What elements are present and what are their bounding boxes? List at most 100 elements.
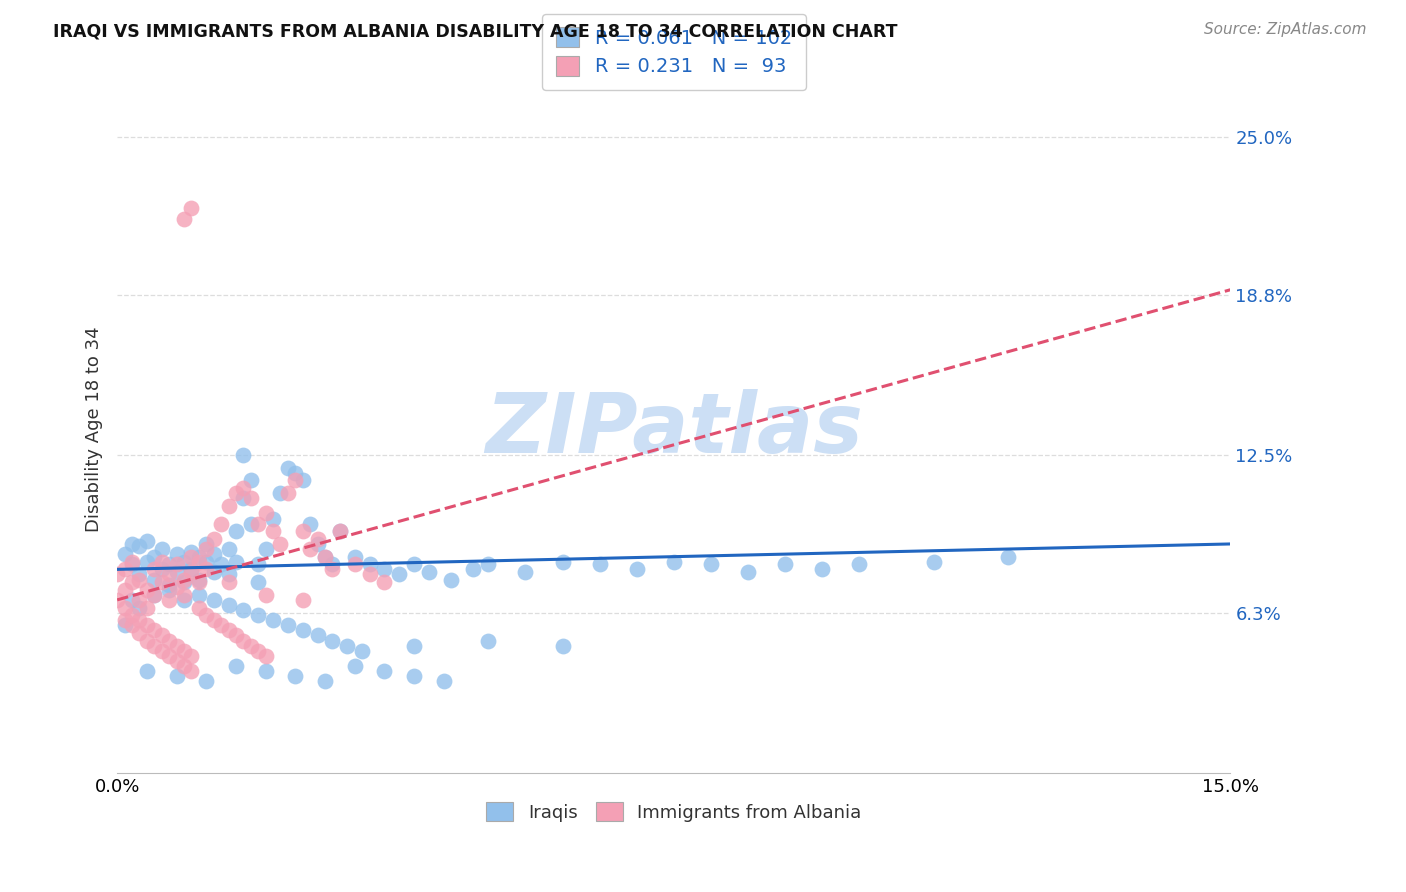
- Point: [128, 573, 150, 587]
- Point: [135, 633, 157, 648]
- Point: [239, 474, 262, 488]
- Y-axis label: Disability Age 18 to 34: Disability Age 18 to 34: [86, 326, 103, 533]
- Point: [232, 633, 254, 648]
- Point: [254, 664, 277, 678]
- Point: [173, 588, 195, 602]
- Point: [128, 626, 150, 640]
- Legend: Iraqis, Immigrants from Albania: Iraqis, Immigrants from Albania: [475, 791, 872, 832]
- Point: [737, 565, 759, 579]
- Point: [157, 593, 180, 607]
- Point: [321, 633, 343, 648]
- Point: [218, 575, 240, 590]
- Point: [269, 537, 291, 551]
- Point: [343, 659, 366, 673]
- Point: [359, 558, 381, 572]
- Point: [811, 562, 834, 576]
- Point: [262, 613, 284, 627]
- Point: [173, 555, 195, 569]
- Point: [329, 524, 352, 539]
- Point: [225, 486, 247, 500]
- Point: [299, 516, 322, 531]
- Point: [269, 486, 291, 500]
- Point: [239, 516, 262, 531]
- Point: [209, 558, 232, 572]
- Point: [336, 639, 359, 653]
- Point: [180, 565, 202, 579]
- Point: [143, 573, 166, 587]
- Point: [343, 549, 366, 564]
- Point: [157, 567, 180, 582]
- Point: [143, 588, 166, 602]
- Point: [209, 618, 232, 632]
- Point: [402, 639, 425, 653]
- Point: [314, 549, 336, 564]
- Point: [700, 558, 723, 572]
- Point: [128, 567, 150, 582]
- Point: [180, 664, 202, 678]
- Point: [218, 499, 240, 513]
- Point: [180, 202, 202, 216]
- Point: [277, 460, 299, 475]
- Point: [291, 524, 314, 539]
- Point: [247, 516, 270, 531]
- Point: [262, 524, 284, 539]
- Point: [254, 648, 277, 663]
- Point: [329, 524, 352, 539]
- Point: [291, 624, 314, 638]
- Point: [173, 575, 195, 590]
- Point: [121, 555, 143, 569]
- Point: [218, 624, 240, 638]
- Point: [209, 516, 232, 531]
- Point: [157, 577, 180, 591]
- Point: [105, 593, 128, 607]
- Point: [225, 628, 247, 642]
- Point: [128, 613, 150, 627]
- Point: [143, 549, 166, 564]
- Point: [135, 664, 157, 678]
- Point: [187, 549, 209, 564]
- Point: [359, 567, 381, 582]
- Point: [551, 639, 574, 653]
- Point: [114, 562, 136, 576]
- Point: [114, 618, 136, 632]
- Point: [135, 582, 157, 597]
- Point: [551, 555, 574, 569]
- Point: [388, 567, 411, 582]
- Point: [225, 659, 247, 673]
- Point: [135, 618, 157, 632]
- Point: [195, 608, 218, 623]
- Point: [284, 669, 307, 683]
- Point: [195, 562, 218, 576]
- Point: [143, 624, 166, 638]
- Point: [121, 618, 143, 632]
- Point: [307, 537, 329, 551]
- Point: [166, 639, 188, 653]
- Point: [114, 613, 136, 627]
- Point: [135, 534, 157, 549]
- Point: [477, 558, 499, 572]
- Point: [247, 644, 270, 658]
- Point: [166, 547, 188, 561]
- Point: [105, 567, 128, 582]
- Point: [247, 575, 270, 590]
- Point: [150, 555, 173, 569]
- Point: [314, 549, 336, 564]
- Point: [128, 600, 150, 615]
- Point: [195, 537, 218, 551]
- Point: [343, 558, 366, 572]
- Point: [299, 542, 322, 557]
- Point: [157, 633, 180, 648]
- Point: [150, 628, 173, 642]
- Point: [143, 588, 166, 602]
- Point: [232, 491, 254, 506]
- Point: [321, 558, 343, 572]
- Point: [166, 654, 188, 668]
- Point: [173, 659, 195, 673]
- Point: [277, 486, 299, 500]
- Point: [232, 481, 254, 495]
- Point: [187, 588, 209, 602]
- Point: [114, 547, 136, 561]
- Point: [114, 582, 136, 597]
- Point: [262, 511, 284, 525]
- Point: [202, 532, 225, 546]
